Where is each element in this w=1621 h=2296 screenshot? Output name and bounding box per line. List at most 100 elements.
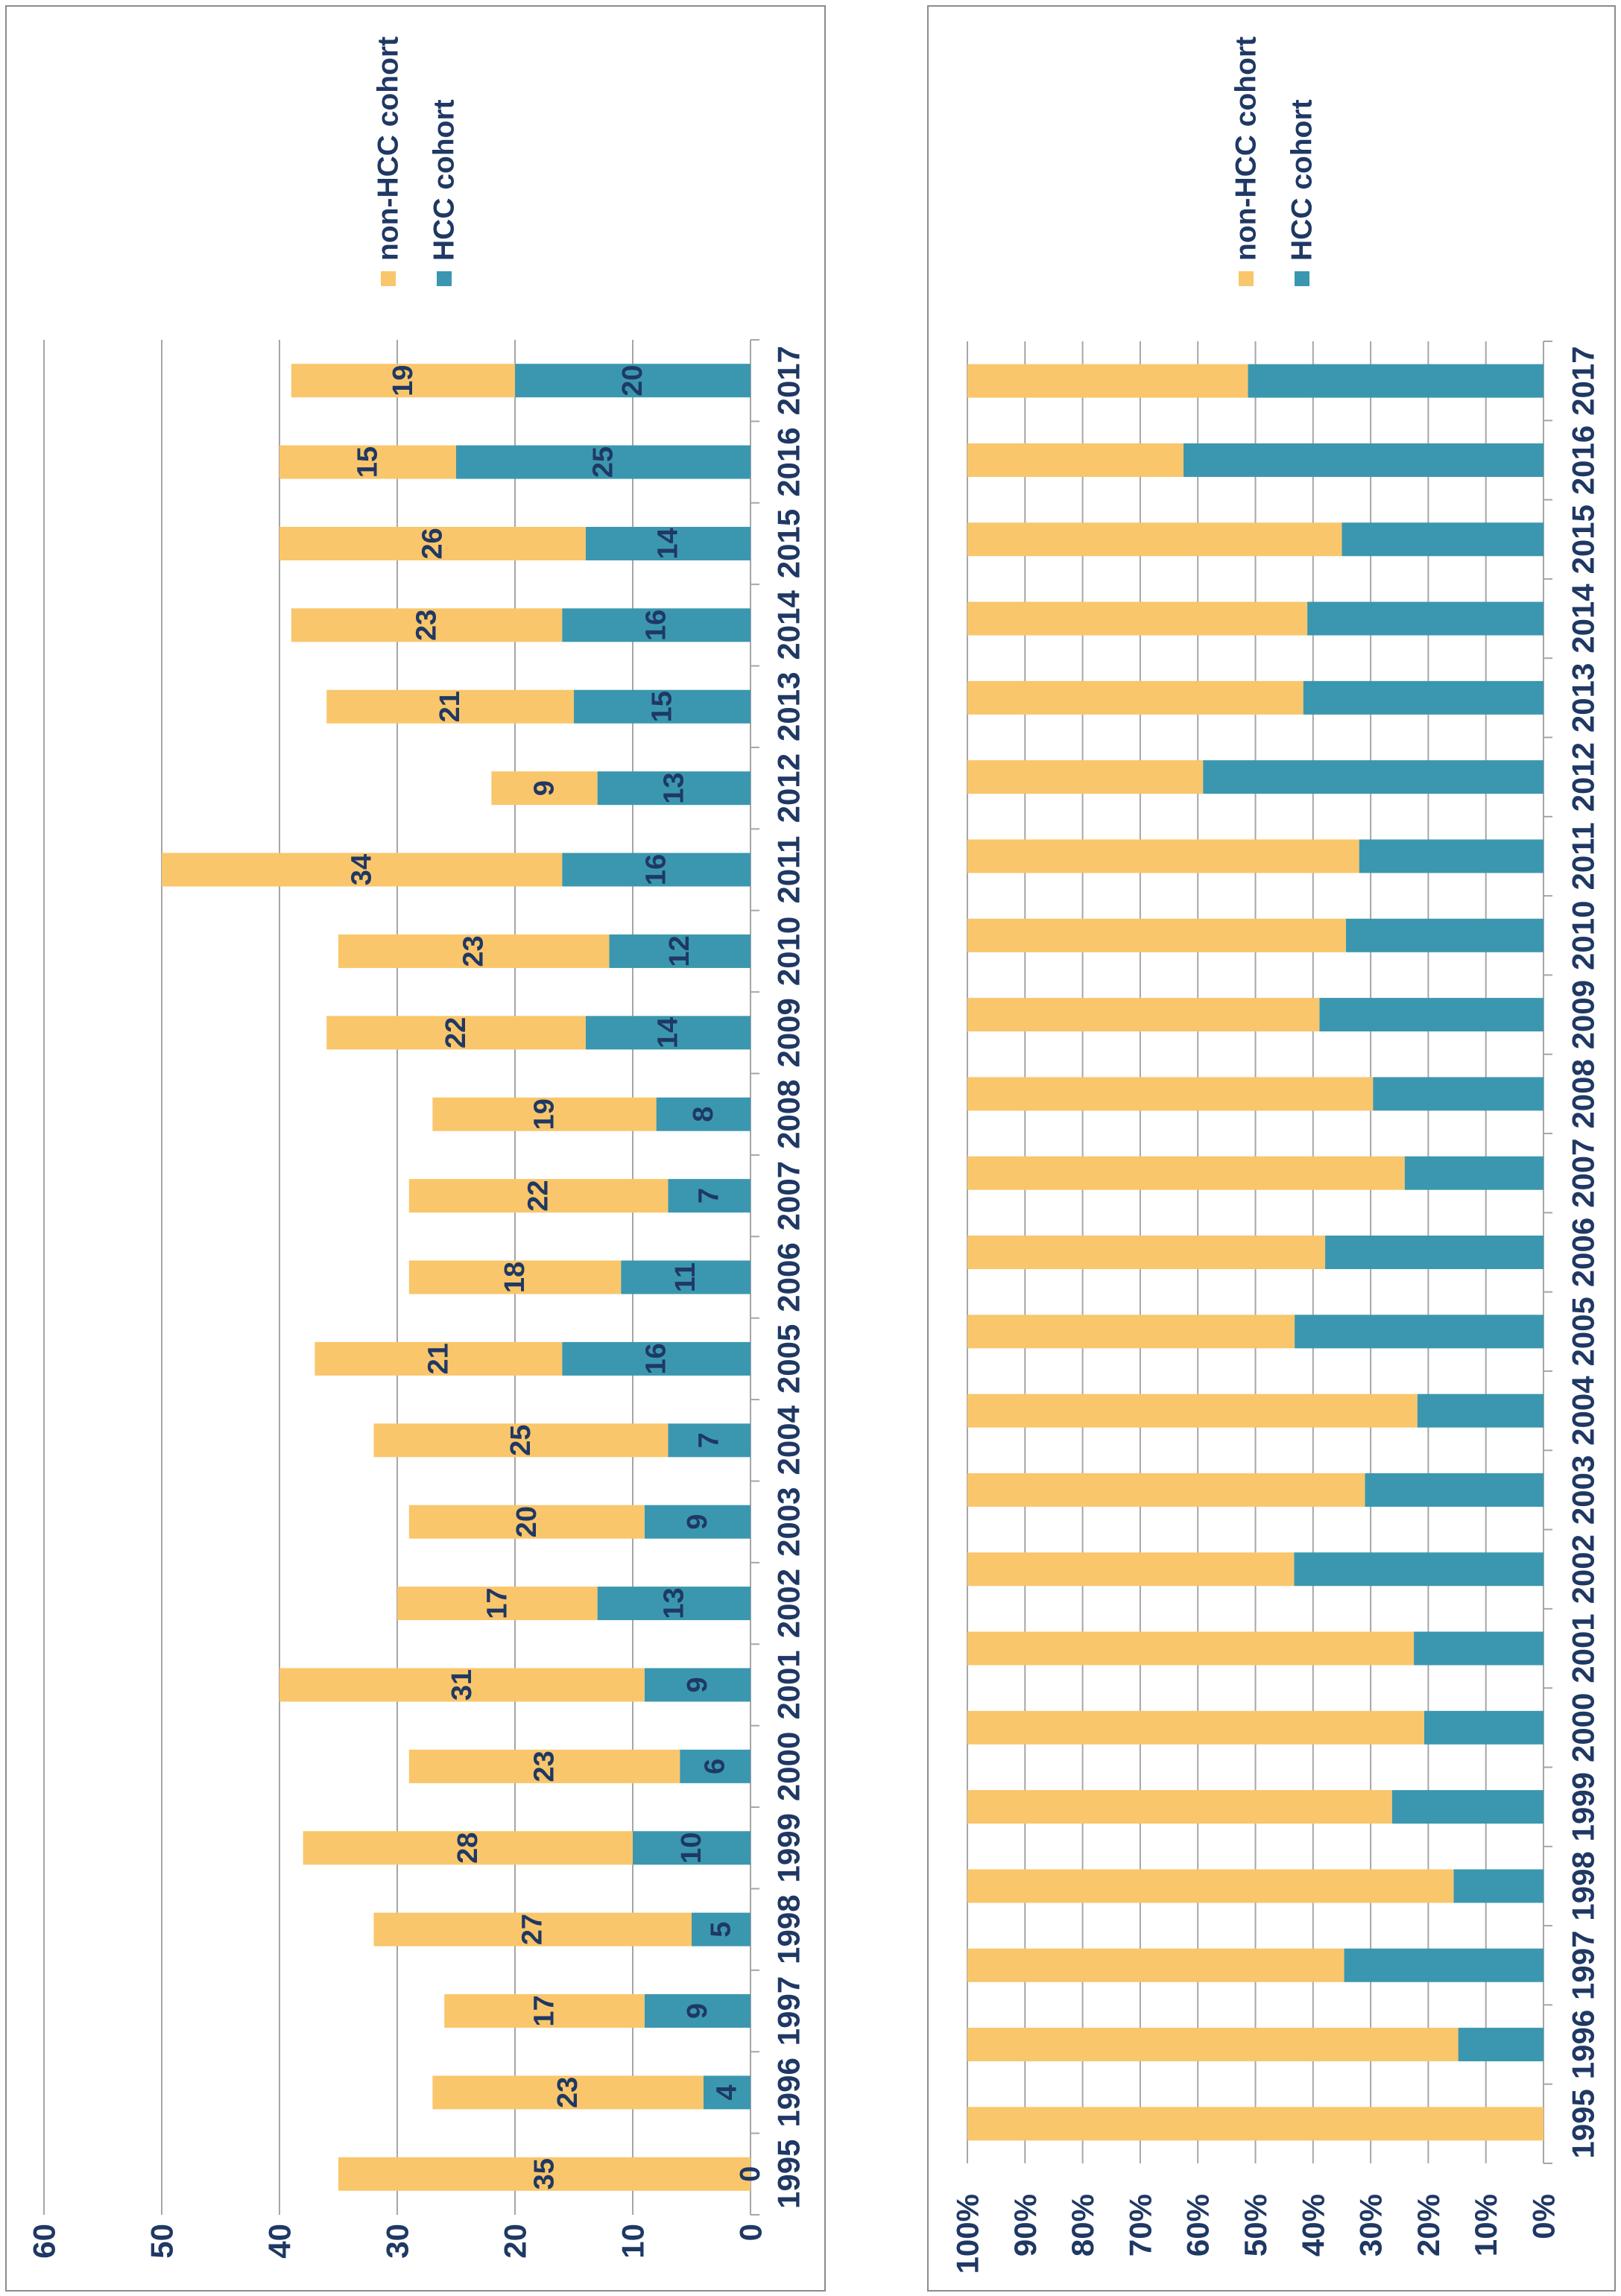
bar-hcc-cohort-2009 [585,1016,751,1050]
category-label-1998: 1998 [771,1894,806,1964]
category-label-1995: 1995 [771,2140,806,2209]
bar-hcc-cohort-2008 [656,1097,751,1131]
data-label-hcc-cohort-2001: 9 [682,1677,713,1692]
bar-non-hcc-cohort-2015 [967,522,1342,557]
data-label-non-hcc-cohort-1996: 23 [552,2077,584,2108]
bar-hcc-cohort-2011 [1359,839,1543,873]
category-label-1997: 1997 [771,1976,806,2046]
category-label-2009: 2009 [771,998,806,1067]
bar-hcc-cohort-1998 [692,1912,751,1946]
legend-item-non-hcc-cohort: non-HCC cohort [373,37,405,286]
bar-non-hcc-cohort-2007 [408,1179,669,1213]
data-label-non-hcc-cohort-2006: 18 [499,1262,531,1293]
bar-hcc-cohort-2006 [621,1260,751,1294]
bar-hcc-cohort-1996 [1458,2028,1543,2062]
value-tick-label-40: 40 [262,2224,297,2259]
bar-non-hcc-cohort-2012 [491,771,598,806]
bar-hcc-cohort-2006 [1325,1236,1543,1269]
category-label-2003: 2003 [1566,1455,1601,1525]
bar-hcc-cohort-2011 [562,853,751,887]
bar-hcc-cohort-2012 [597,771,751,806]
bar-non-hcc-cohort-2001 [967,1631,1415,1666]
bars [967,364,1543,2141]
bar-hcc-cohort-2002 [1294,1552,1543,1587]
bar-hcc-cohort-2016 [456,445,751,479]
data-label-hcc-cohort-2011: 16 [641,854,672,885]
category-label-2017: 2017 [771,346,806,415]
bar-hcc-cohort-2015 [585,526,751,560]
bar-hcc-cohort-1997 [1344,1948,1543,1982]
bar-non-hcc-cohort-1995 [967,2107,1543,2141]
category-label-2011: 2011 [771,835,806,903]
bar-non-hcc-cohort-2016 [279,445,456,479]
data-label-hcc-cohort-2003: 9 [682,1514,713,1530]
category-label-1996: 1996 [771,2058,806,2127]
category-label-1998: 1998 [1566,1851,1601,1920]
bar-non-hcc-cohort-1999 [967,1790,1392,1824]
bar-hcc-cohort-2003 [1365,1473,1543,1507]
category-label-2003: 2003 [771,1487,806,1556]
bar-non-hcc-cohort-2009 [326,1016,586,1050]
bar-hcc-cohort-2008 [1373,1077,1543,1111]
bar-non-hcc-cohort-2006 [967,1236,1326,1269]
category-label-2016: 2016 [771,427,806,496]
bars [162,364,751,2191]
category-label-1995: 1995 [1566,2089,1601,2158]
bar-non-hcc-cohort-2004 [967,1394,1418,1428]
chart-counts: 0102030405060199519961997199819992000200… [5,5,826,2292]
bar-non-hcc-cohort-2002 [397,1587,598,1621]
data-label-hcc-cohort-1996: 4 [711,2084,742,2100]
data-label-non-hcc-cohort-2012: 9 [529,780,560,796]
category-label-2015: 2015 [771,509,806,578]
category-label-2011: 2011 [1566,822,1601,890]
category-label-2007: 2007 [1566,1138,1601,1207]
bar-non-hcc-cohort-1996 [432,2075,704,2110]
bar-non-hcc-cohort-1995 [338,2157,751,2191]
bar-hcc-cohort-2016 [1183,443,1543,477]
data-label-hcc-cohort-2015: 14 [652,528,683,559]
data-label-hcc-cohort-2005: 16 [641,1343,672,1374]
data-label-non-hcc-cohort-2001: 31 [446,1669,478,1701]
category-label-2006: 2006 [1566,1218,1601,1287]
data-label-non-hcc-cohort-2010: 23 [458,935,490,967]
data-label-non-hcc-cohort-2000: 23 [529,1751,560,1782]
category-label-2005: 2005 [771,1324,806,1394]
data-label-non-hcc-cohort-1997: 17 [529,1995,560,2026]
data-label-hcc-cohort-2013: 15 [647,691,678,722]
legend-label: HCC cohort [429,99,461,261]
category-label-1997: 1997 [1566,1931,1601,2000]
legend-item-non-hcc-cohort: non-HCC cohort [1230,37,1263,286]
data-label-hcc-cohort-2008: 8 [688,1107,719,1122]
chart-percent: 0%10%20%30%40%50%60%70%80%90%100%1995199… [927,5,1616,2292]
category-label-2002: 2002 [771,1569,806,1638]
legend-label: HCC cohort [1286,99,1318,261]
data-label-non-hcc-cohort-2005: 21 [423,1343,454,1374]
chart-frame [927,5,1616,2292]
data-labels: 0 35 4 23 9 17 5 27 10 28 6 23 9 31 13 17 9 20 7 25 16 21 11 18… [347,365,766,2190]
bar-non-hcc-cohort-2001 [279,1668,645,1702]
bar-non-hcc-cohort-2015 [279,526,586,560]
bar-non-hcc-cohort-2013 [326,689,574,724]
bar-hcc-cohort-2007 [668,1179,751,1213]
value-tick-label-40: 40% [1295,2194,1330,2257]
data-label-non-hcc-cohort-1998: 27 [517,1914,549,1945]
bar-non-hcc-cohort-2003 [408,1505,645,1539]
bar-hcc-cohort-2005 [1295,1315,1543,1349]
category-label-2005: 2005 [1566,1297,1601,1366]
data-label-hcc-cohort-2006: 11 [670,1262,701,1292]
bar-non-hcc-cohort-2005 [967,1315,1295,1349]
category-label-2013: 2013 [1566,663,1601,733]
bar-hcc-cohort-2000 [680,1749,751,1783]
category-label-1996: 1996 [1566,2010,1601,2079]
data-label-non-hcc-cohort-2015: 26 [417,528,448,559]
category-label-2006: 2006 [771,1242,806,1312]
category-label-2010: 2010 [771,917,806,986]
legend-swatch [1295,271,1309,286]
value-tick-label-20: 20% [1411,2194,1446,2257]
bar-non-hcc-cohort-2008 [967,1077,1374,1111]
category-label-2007: 2007 [771,1161,806,1230]
bar-non-hcc-cohort-1998 [967,1869,1454,1903]
bar-non-hcc-cohort-2010 [338,934,610,968]
data-label-hcc-cohort-2000: 6 [700,1759,731,1774]
